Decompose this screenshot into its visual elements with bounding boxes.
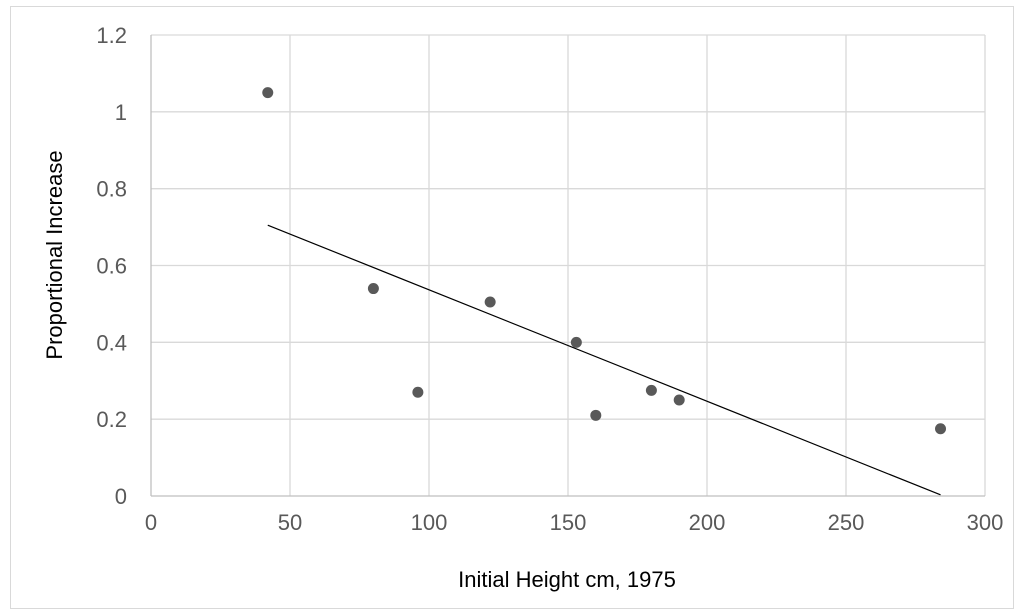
chart-frame	[10, 6, 1014, 609]
y-tick-label: 0.6	[96, 254, 127, 279]
y-tick-label: 0.8	[96, 177, 127, 202]
data-point	[645, 384, 657, 396]
data-point	[590, 409, 602, 421]
tick-labels: 0 50 100 150 200 250 300 0 0.2 0.4 0.6 0.8 1 1.2	[96, 23, 1003, 535]
data-point	[673, 394, 685, 406]
gridlines	[151, 34, 986, 496]
y-axis-title: Proportional Increase	[42, 150, 67, 359]
data-point	[935, 423, 947, 435]
x-tick-label: 0	[145, 510, 157, 535]
data-point	[412, 386, 424, 398]
x-tick-label: 100	[411, 510, 448, 535]
data-point	[262, 87, 274, 99]
x-tick-label: 50	[278, 510, 302, 535]
x-axis-title: Initial Height cm, 1975	[458, 567, 676, 592]
trendline	[267, 224, 941, 496]
x-tick-label: 150	[550, 510, 587, 535]
x-tick-label: 300	[967, 510, 1004, 535]
data-point	[484, 296, 496, 308]
axes	[150, 35, 985, 497]
data-points	[262, 87, 947, 435]
data-point	[570, 336, 582, 348]
y-tick-label: 0.4	[96, 330, 127, 355]
y-tick-label: 0	[115, 484, 127, 509]
y-tick-label: 1	[115, 100, 127, 125]
y-tick-label: 0.2	[96, 407, 127, 432]
trendline-layer	[267, 224, 941, 496]
data-point	[367, 283, 379, 295]
y-tick-label: 1.2	[96, 23, 127, 48]
x-tick-label: 250	[828, 510, 865, 535]
x-tick-label: 200	[689, 510, 726, 535]
